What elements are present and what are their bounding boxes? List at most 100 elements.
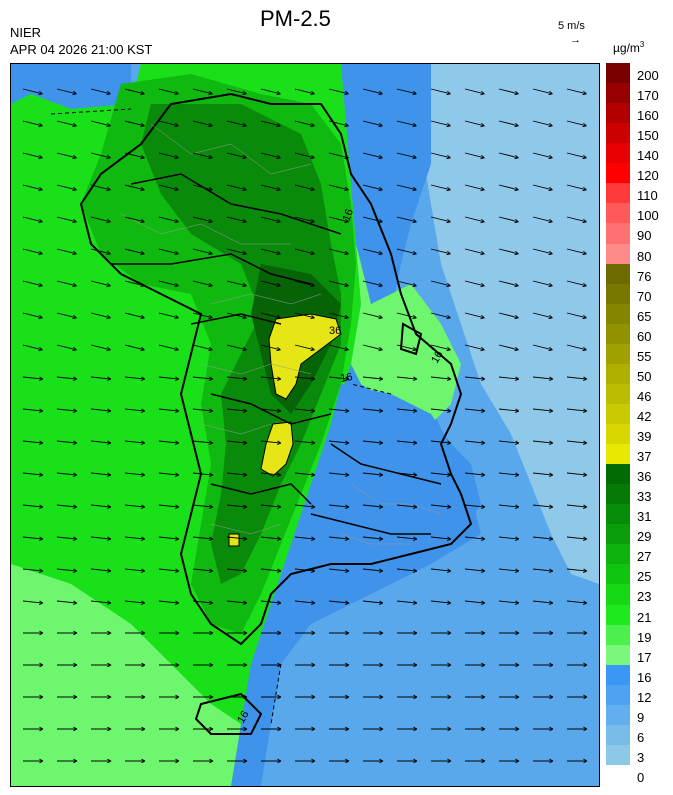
wind-arrow [430, 312, 451, 319]
wind-arrow [498, 88, 519, 95]
wind-arrow [22, 408, 43, 412]
wind-reference-label: 5 m/s [558, 20, 585, 32]
wind-arrowhead [72, 472, 78, 477]
wind-arrow [226, 152, 247, 159]
wind-arrow [226, 568, 247, 572]
wind-arrowhead [276, 440, 282, 445]
wind-arrowhead [175, 662, 180, 668]
wind-arrowhead [106, 122, 111, 128]
wind-arrowhead [412, 408, 418, 413]
wind-arrow [430, 248, 451, 255]
wind-arrowhead [412, 504, 418, 509]
wind-arrow [566, 312, 587, 319]
colorbar-label: 25 [637, 569, 652, 585]
wind-arrowhead [243, 694, 248, 700]
wind-arrowhead [38, 154, 43, 160]
colorbar-swatch [606, 83, 630, 104]
wind-arrowhead [446, 90, 451, 96]
wind-arrowhead [242, 440, 248, 445]
wind-arrowhead [140, 250, 145, 256]
wind-arrow [328, 408, 349, 412]
wind-arrow [124, 216, 145, 223]
wind-arrowhead [106, 250, 111, 256]
wind-arrowhead [446, 250, 451, 256]
wind-arrow [158, 248, 179, 255]
wind-arrow [158, 504, 179, 508]
wind-arrow [226, 184, 247, 191]
wind-arrow [56, 120, 77, 127]
wind-arrow [532, 216, 553, 223]
wind-arrowhead [38, 90, 43, 96]
pm25-map[interactable]: 36 16 16 16 16 [10, 63, 600, 787]
wind-arrow [498, 440, 519, 444]
wind-arrow [362, 472, 383, 476]
wind-arrowhead [379, 630, 384, 636]
wind-arrowhead [276, 568, 282, 573]
wind-arrowhead [413, 630, 418, 636]
wind-arrowhead [140, 504, 146, 509]
wind-arrowhead [140, 536, 146, 541]
wind-arrow [294, 600, 315, 604]
colorbar-swatch [606, 484, 630, 505]
wind-arrowhead [344, 250, 349, 256]
wind-arrowhead [378, 472, 384, 477]
wind-arrowhead [72, 536, 78, 541]
wind-arrowhead [242, 346, 247, 352]
wind-arrowhead [106, 282, 111, 288]
colorbar-label: 170 [637, 88, 659, 104]
wind-arrowhead [344, 536, 350, 541]
colorbar-swatch [606, 283, 630, 305]
wind-arrow [22, 504, 43, 508]
wind-arrow [532, 344, 553, 351]
wind-arrowhead [310, 440, 316, 445]
wind-arrow [56, 88, 77, 95]
wind-arrow [192, 440, 213, 444]
wind-arrow [396, 344, 417, 351]
wind-arrowhead [39, 758, 44, 764]
wind-arrowhead [242, 218, 247, 224]
wind-arrow [430, 216, 451, 223]
wind-arrow [566, 536, 587, 540]
wind-arrowhead [548, 472, 554, 477]
wind-arrow [464, 184, 485, 191]
wind-arrow [328, 216, 349, 223]
colorbar-swatch [606, 63, 630, 84]
wind-arrowhead [344, 218, 349, 224]
colorbar-label: 80 [637, 248, 652, 264]
wind-arrowhead [582, 536, 588, 541]
wind-arrow [90, 472, 111, 476]
wind-arrow [124, 312, 145, 319]
wind-arrowhead [208, 186, 213, 192]
wind-arrowhead [548, 568, 554, 573]
wind-arrowhead [209, 726, 214, 732]
wind-arrow [566, 248, 587, 255]
wind-arrow [328, 248, 349, 255]
wind-arrow [192, 152, 213, 159]
colorbar-swatch [606, 383, 630, 405]
colorbar-swatch [606, 103, 630, 124]
wind-arrow [532, 568, 553, 572]
wind-arrowhead [311, 694, 316, 700]
wind-arrowhead [73, 726, 78, 732]
wind-arrowhead [73, 662, 78, 668]
wind-arrowhead [480, 568, 486, 573]
wind-arrow [56, 344, 77, 351]
wind-arrowhead [141, 758, 146, 764]
wind-arrow [464, 152, 485, 159]
wind-arrow [22, 280, 43, 287]
wind-arrowhead [208, 218, 213, 224]
wind-arrowhead [107, 694, 112, 700]
wind-arrow [498, 536, 519, 540]
wind-arrow [498, 280, 519, 287]
wind-arrow [226, 600, 247, 604]
colorbar-swatch [606, 704, 630, 726]
wind-arrow [566, 472, 587, 476]
colorbar-label: 42 [637, 408, 652, 424]
wind-arrow [396, 376, 417, 380]
wind-arrow [260, 88, 281, 95]
wind-arrowhead [140, 600, 146, 605]
wind-arrowhead [582, 314, 587, 320]
colorbar-label: 3 [637, 749, 645, 765]
wind-arrow [192, 280, 213, 287]
wind-arrow [56, 600, 77, 604]
